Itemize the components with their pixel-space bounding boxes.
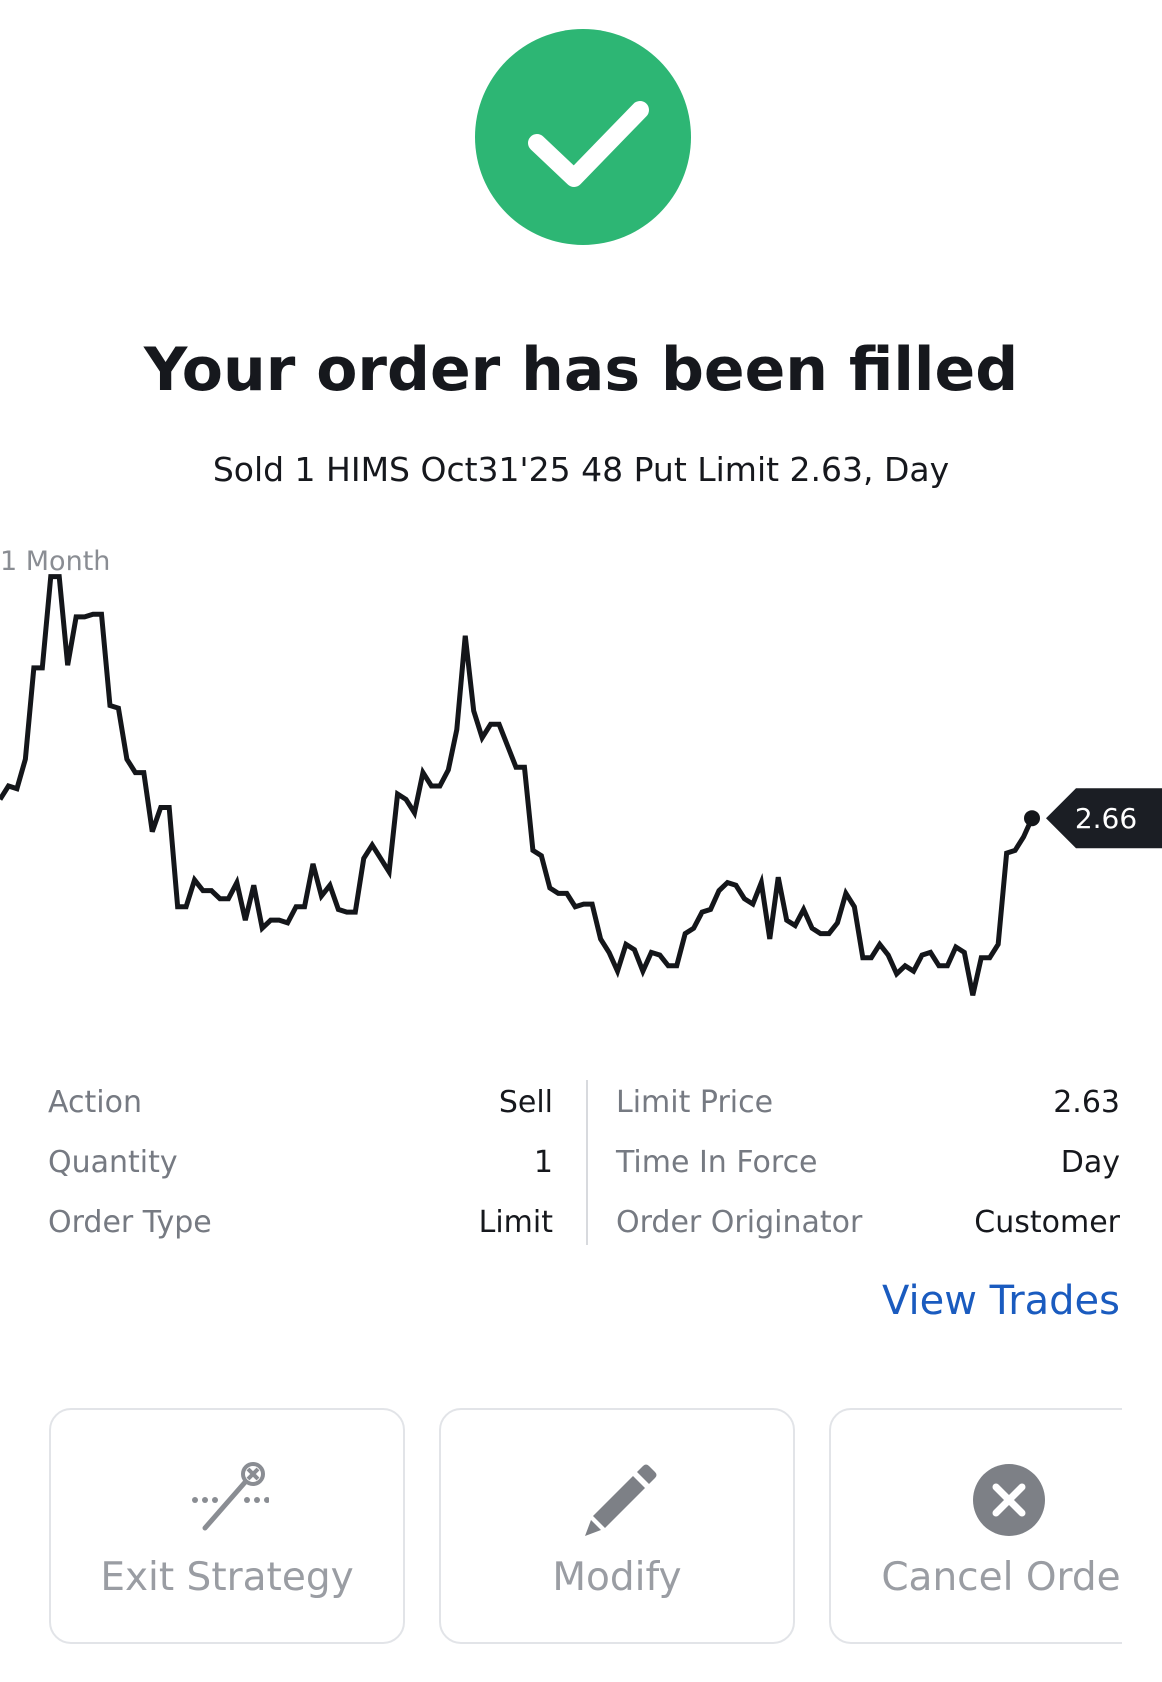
detail-value: Limit bbox=[478, 1205, 553, 1240]
divider bbox=[586, 1080, 588, 1245]
price-line bbox=[0, 574, 1035, 996]
last-point bbox=[1024, 810, 1040, 827]
check-mark bbox=[528, 101, 649, 187]
last-price-tag bbox=[1046, 788, 1162, 849]
button-label: Modify bbox=[552, 1555, 682, 1600]
modify-button[interactable]: Modify bbox=[439, 1408, 795, 1644]
button-label: Exit Strategy bbox=[100, 1555, 354, 1600]
detail-label: Limit Price bbox=[616, 1085, 774, 1120]
detail-value: Sell bbox=[498, 1085, 553, 1120]
detail-label: Order Type bbox=[48, 1205, 212, 1240]
last-price-label: 2.66 bbox=[1075, 802, 1137, 835]
detail-value: 1 bbox=[533, 1145, 553, 1180]
exit-strategy-button[interactable]: Exit Strategy bbox=[49, 1408, 405, 1644]
detail-value: 2.63 bbox=[1053, 1085, 1120, 1120]
chart-area: 2.66 1 Month bbox=[0, 29, 1162, 996]
detail-label: Action bbox=[48, 1085, 142, 1120]
detail-value: Day bbox=[1060, 1145, 1120, 1180]
pencil-icon bbox=[585, 1464, 657, 1536]
period-label: 1 Month bbox=[0, 546, 110, 577]
title: Your order has been filled bbox=[143, 335, 1019, 405]
success-icon bbox=[475, 29, 691, 245]
exit-icon bbox=[192, 1462, 269, 1531]
button-label: Cancel Order bbox=[881, 1555, 1122, 1600]
detail-value: Customer bbox=[974, 1205, 1120, 1240]
price-chart: 2.66 bbox=[0, 574, 1162, 996]
cancel-icon bbox=[973, 1464, 1045, 1536]
detail-label: Time In Force bbox=[616, 1145, 818, 1180]
button-row: Exit Strategy Modify Cancel Order bbox=[0, 1400, 1122, 1660]
detail-label: Quantity bbox=[48, 1145, 178, 1180]
subtitle: Sold 1 HIMS Oct31'25 48 Put Limit 2.63, … bbox=[212, 450, 950, 489]
view-trades-link[interactable]: View Trades bbox=[882, 1278, 1120, 1324]
cancel-order-button[interactable]: Cancel Order bbox=[829, 1408, 1122, 1644]
detail-label: Order Originator bbox=[616, 1205, 863, 1240]
